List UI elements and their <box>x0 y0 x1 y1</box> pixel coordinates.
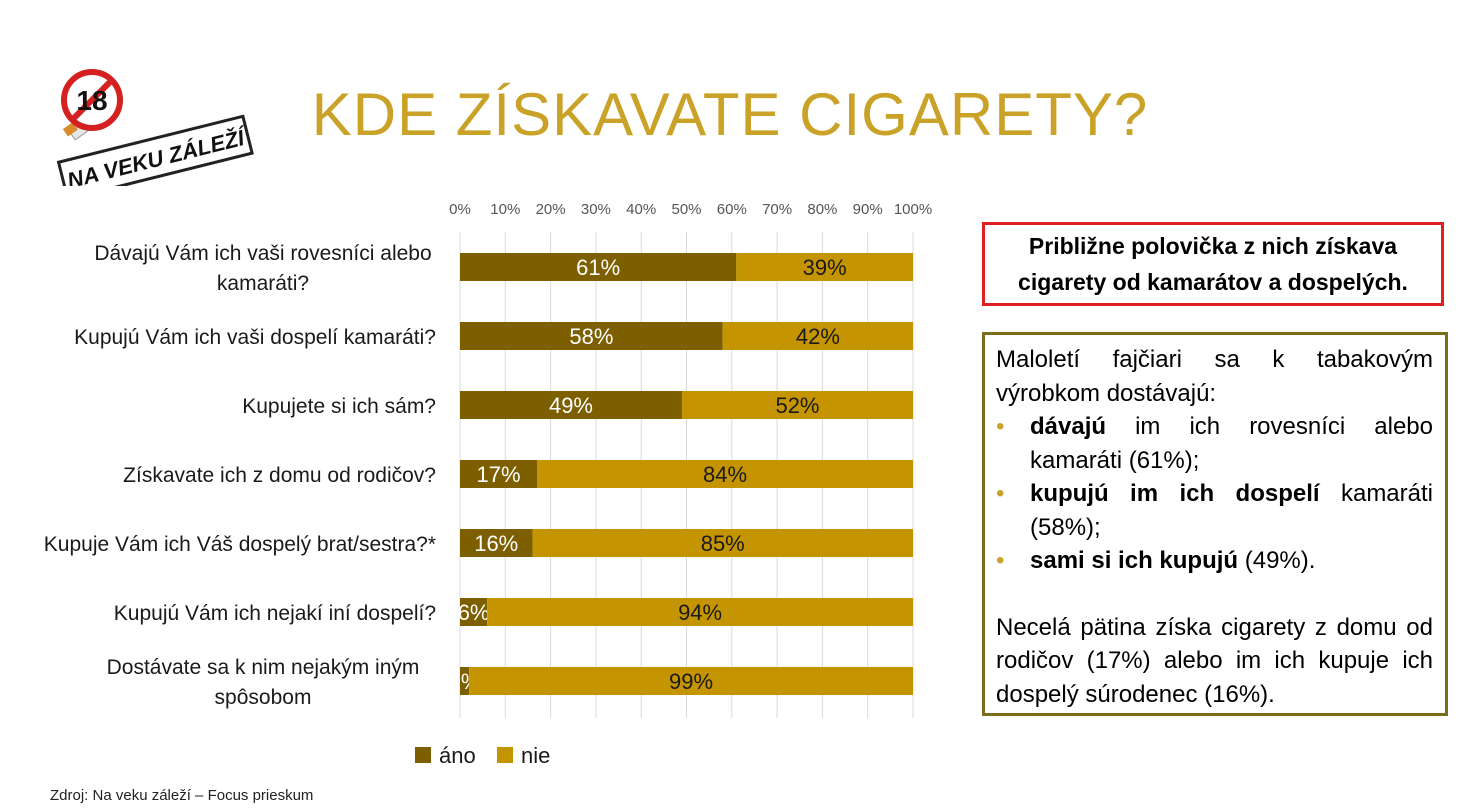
bullet-text: (49%). <box>1238 547 1316 574</box>
chart-legend: áno nie <box>415 743 550 768</box>
summary-intro: Maloletí fajčiari sa k tabakovým výrobko… <box>996 346 1433 407</box>
bullet-dot-icon: • <box>996 547 1005 574</box>
bar-nie <box>722 322 913 350</box>
data-label: 49% <box>549 393 593 418</box>
summary-bullet: • sami si ich kupujú (49%). <box>996 544 1433 578</box>
data-label: 61% <box>576 255 620 280</box>
data-label: 99% <box>669 669 713 694</box>
data-label: 85% <box>701 531 745 556</box>
bar-nie <box>487 598 913 626</box>
source-note: Zdroj: Na veku záleží – Focus prieskum <box>50 787 314 804</box>
category-label: spôsobom <box>215 686 312 709</box>
callout-text: Približne polovička z nich získava cigar… <box>1018 233 1408 295</box>
na-veku-zalezi-logo: 18 NA VEKU ZÁLEŽÍ <box>56 69 254 186</box>
data-label: 39% <box>803 255 847 280</box>
summary-box: Maloletí fajčiari sa k tabakovým výrobko… <box>982 332 1448 716</box>
x-tick-label: 80% <box>807 201 837 218</box>
bar-ano <box>460 253 737 281</box>
x-tick-label: 70% <box>762 201 792 218</box>
legend-swatch <box>497 747 513 763</box>
bullet-text: kamaráti (58%); <box>1030 480 1433 541</box>
callout-box: Približne polovička z nich získava cigar… <box>982 222 1444 306</box>
bullet-bold: dávajú <box>1030 413 1107 440</box>
chart-category-labels: Dávajú Vám ich vaši rovesníci alebo kamar… <box>44 242 436 709</box>
category-label: Kupujete si ich sám? <box>242 395 436 418</box>
bullet-text: im ich rovesníci alebo kamaráti (61%); <box>1030 413 1433 474</box>
x-tick-label: 90% <box>853 201 883 218</box>
bullet-bold: kupujú im ich dospelí <box>1030 480 1320 507</box>
chart-bars: 61% 39%58% 42%49% 52%17% 84%16% 85%6% 94%2% 99% <box>449 253 913 695</box>
bar-nie <box>532 529 913 557</box>
data-label: 94% <box>678 600 722 625</box>
bullet-dot-icon: • <box>996 480 1005 507</box>
bar-nie <box>469 667 913 695</box>
bar-ano <box>460 667 470 695</box>
bar-ano <box>460 598 488 626</box>
legend-label: áno <box>439 743 476 768</box>
summary-bullet: • kupujú im ich dospelí kamaráti (58%); <box>996 477 1433 544</box>
category-label: Kupujú Vám ich nejakí iní dospelí? <box>114 602 436 625</box>
bar-nie <box>537 460 913 488</box>
bar-ano <box>460 322 723 350</box>
category-label: Získavate ich z domu od rodičov? <box>123 464 436 487</box>
category-label: Dávajú Vám ich vaši rovesníci alebo <box>94 242 431 265</box>
chart-x-ticks: 0% 10% 20% 30% 40% 50% 60% 70% 80% 90% 100% <box>449 201 932 218</box>
category-label: kamaráti? <box>217 272 309 295</box>
data-label: 42% <box>796 324 840 349</box>
data-label: 84% <box>703 462 747 487</box>
x-tick-label: 20% <box>536 201 566 218</box>
summary-bullet: • dávajú im ich rovesníci alebo kamaráti … <box>996 410 1433 477</box>
data-label: 17% <box>476 462 520 487</box>
legend-label: nie <box>521 743 550 768</box>
bar-ano <box>460 529 533 557</box>
category-label: Kupuje Vám ich Váš dospelý brat/sestra?* <box>44 533 436 556</box>
category-label: Kupujú Vám ich vaši dospelí kamaráti? <box>74 326 436 349</box>
bar-nie <box>736 253 913 281</box>
x-tick-label: 10% <box>490 201 520 218</box>
x-tick-label: 60% <box>717 201 747 218</box>
x-tick-label: 50% <box>671 201 701 218</box>
logo-badge-text: 18 <box>76 85 107 116</box>
bar-nie <box>681 391 913 419</box>
x-tick-label: 0% <box>449 201 471 218</box>
summary-list: • dávajú im ich rovesníci alebo kamaráti … <box>996 410 1433 578</box>
data-label: 6% <box>458 600 490 625</box>
bar-ano <box>460 391 682 419</box>
bar-ano <box>460 460 538 488</box>
summary-closing: Necelá pätina získa cigarety z domu od r… <box>996 613 1433 708</box>
legend-swatch <box>415 747 431 763</box>
x-tick-label: 40% <box>626 201 656 218</box>
category-label: Dostávate sa k nim nejakým iným <box>107 656 420 679</box>
data-label: 58% <box>569 324 613 349</box>
data-label: 16% <box>474 531 518 556</box>
bullet-dot-icon: • <box>996 413 1005 440</box>
data-label: 52% <box>775 393 819 418</box>
page-title: KDE ZÍSKAVATE CIGARETY? <box>311 81 1149 148</box>
x-tick-label: 30% <box>581 201 611 218</box>
x-tick-label: 100% <box>894 201 932 218</box>
bullet-bold: sami si ich kupujú <box>1030 547 1239 574</box>
stacked-bar-chart: 0% 10% 20% 30% 40% 50% 60% 70% 80% 90% 100% 61% 39%… <box>44 201 932 768</box>
